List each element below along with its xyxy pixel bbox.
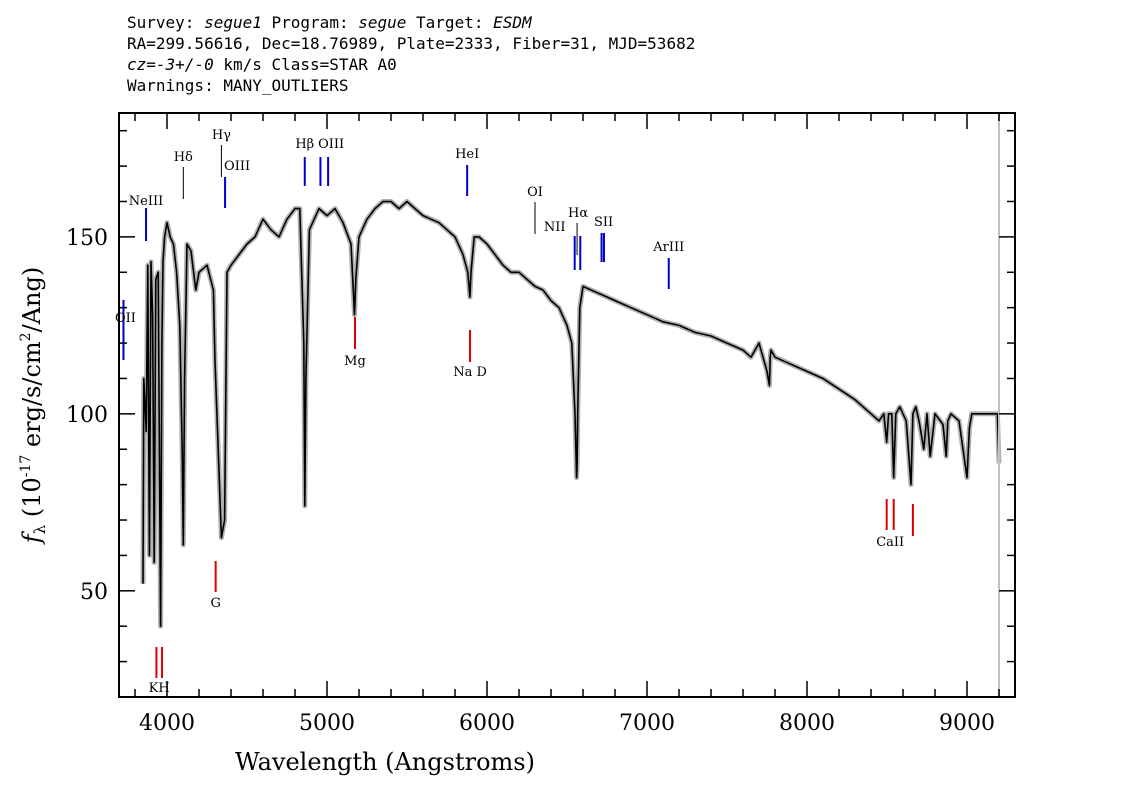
emission-label: Hβ — [295, 137, 314, 152]
emission-label: HeI — [455, 147, 479, 162]
target-value: ESDM — [493, 13, 532, 32]
x-axis-label: Wavelength (Angstroms) — [235, 748, 535, 776]
emission-label: SII — [594, 215, 613, 230]
emission-label: OIII — [318, 137, 344, 152]
neutral-label: OI — [527, 185, 543, 200]
emission-label: NII — [544, 220, 566, 235]
y-tick-label: 100 — [66, 403, 108, 428]
neutral-label: Hγ — [212, 128, 231, 143]
absorption-label: CaII — [876, 535, 904, 550]
x-tick-label: 4000 — [139, 711, 195, 736]
y-tick-label: 150 — [66, 226, 108, 251]
program-value: segue — [358, 13, 407, 32]
survey-value: segue1 — [204, 13, 262, 32]
y-tick-label: 50 — [80, 580, 108, 605]
absorption-label: Mg — [344, 354, 366, 369]
header-line-4: Warnings: MANY_OUTLIERS — [127, 76, 349, 95]
x-tick-label: 8000 — [779, 711, 835, 736]
spectrum-header: Survey: segue1 Program: segue Target: ES… — [127, 12, 695, 96]
survey-label: Survey: — [127, 13, 195, 32]
plot-frame — [118, 112, 1016, 698]
x-tick-label: 9000 — [939, 711, 995, 736]
emission-label: OII — [115, 311, 136, 326]
header-line-3: cz=-3+/-0 km/s Class=STAR A0 — [127, 54, 695, 75]
x-tick-label: 7000 — [619, 711, 675, 736]
x-tick-label: 6000 — [459, 711, 515, 736]
header-line-2: RA=299.56616, Dec=18.76989, Plate=2333, … — [127, 34, 696, 53]
absorption-label: KH — [149, 681, 170, 696]
target-label: Target: — [416, 13, 484, 32]
absorption-label: Na D — [453, 365, 487, 380]
class-text: km/s Class=STAR A0 — [213, 55, 397, 74]
spectrum-line — [142, 200, 1000, 628]
emission-label: OIII — [224, 159, 250, 174]
neutral-label: Hα — [568, 206, 588, 221]
x-tick-label: 5000 — [299, 711, 355, 736]
neutral-label: Hδ — [174, 150, 193, 165]
absorption-label: G — [210, 596, 220, 611]
header-line-1: Survey: segue1 Program: segue Target: ES… — [127, 12, 695, 33]
emission-label: ArIII — [652, 240, 684, 255]
y-axis-label: fλ (10-17 erg/s/cm2/Ang) — [18, 267, 49, 545]
program-label: Program: — [271, 13, 349, 32]
redshift-value: cz=-3+/-0 — [127, 55, 214, 74]
emission-label: NeIII — [129, 194, 163, 209]
